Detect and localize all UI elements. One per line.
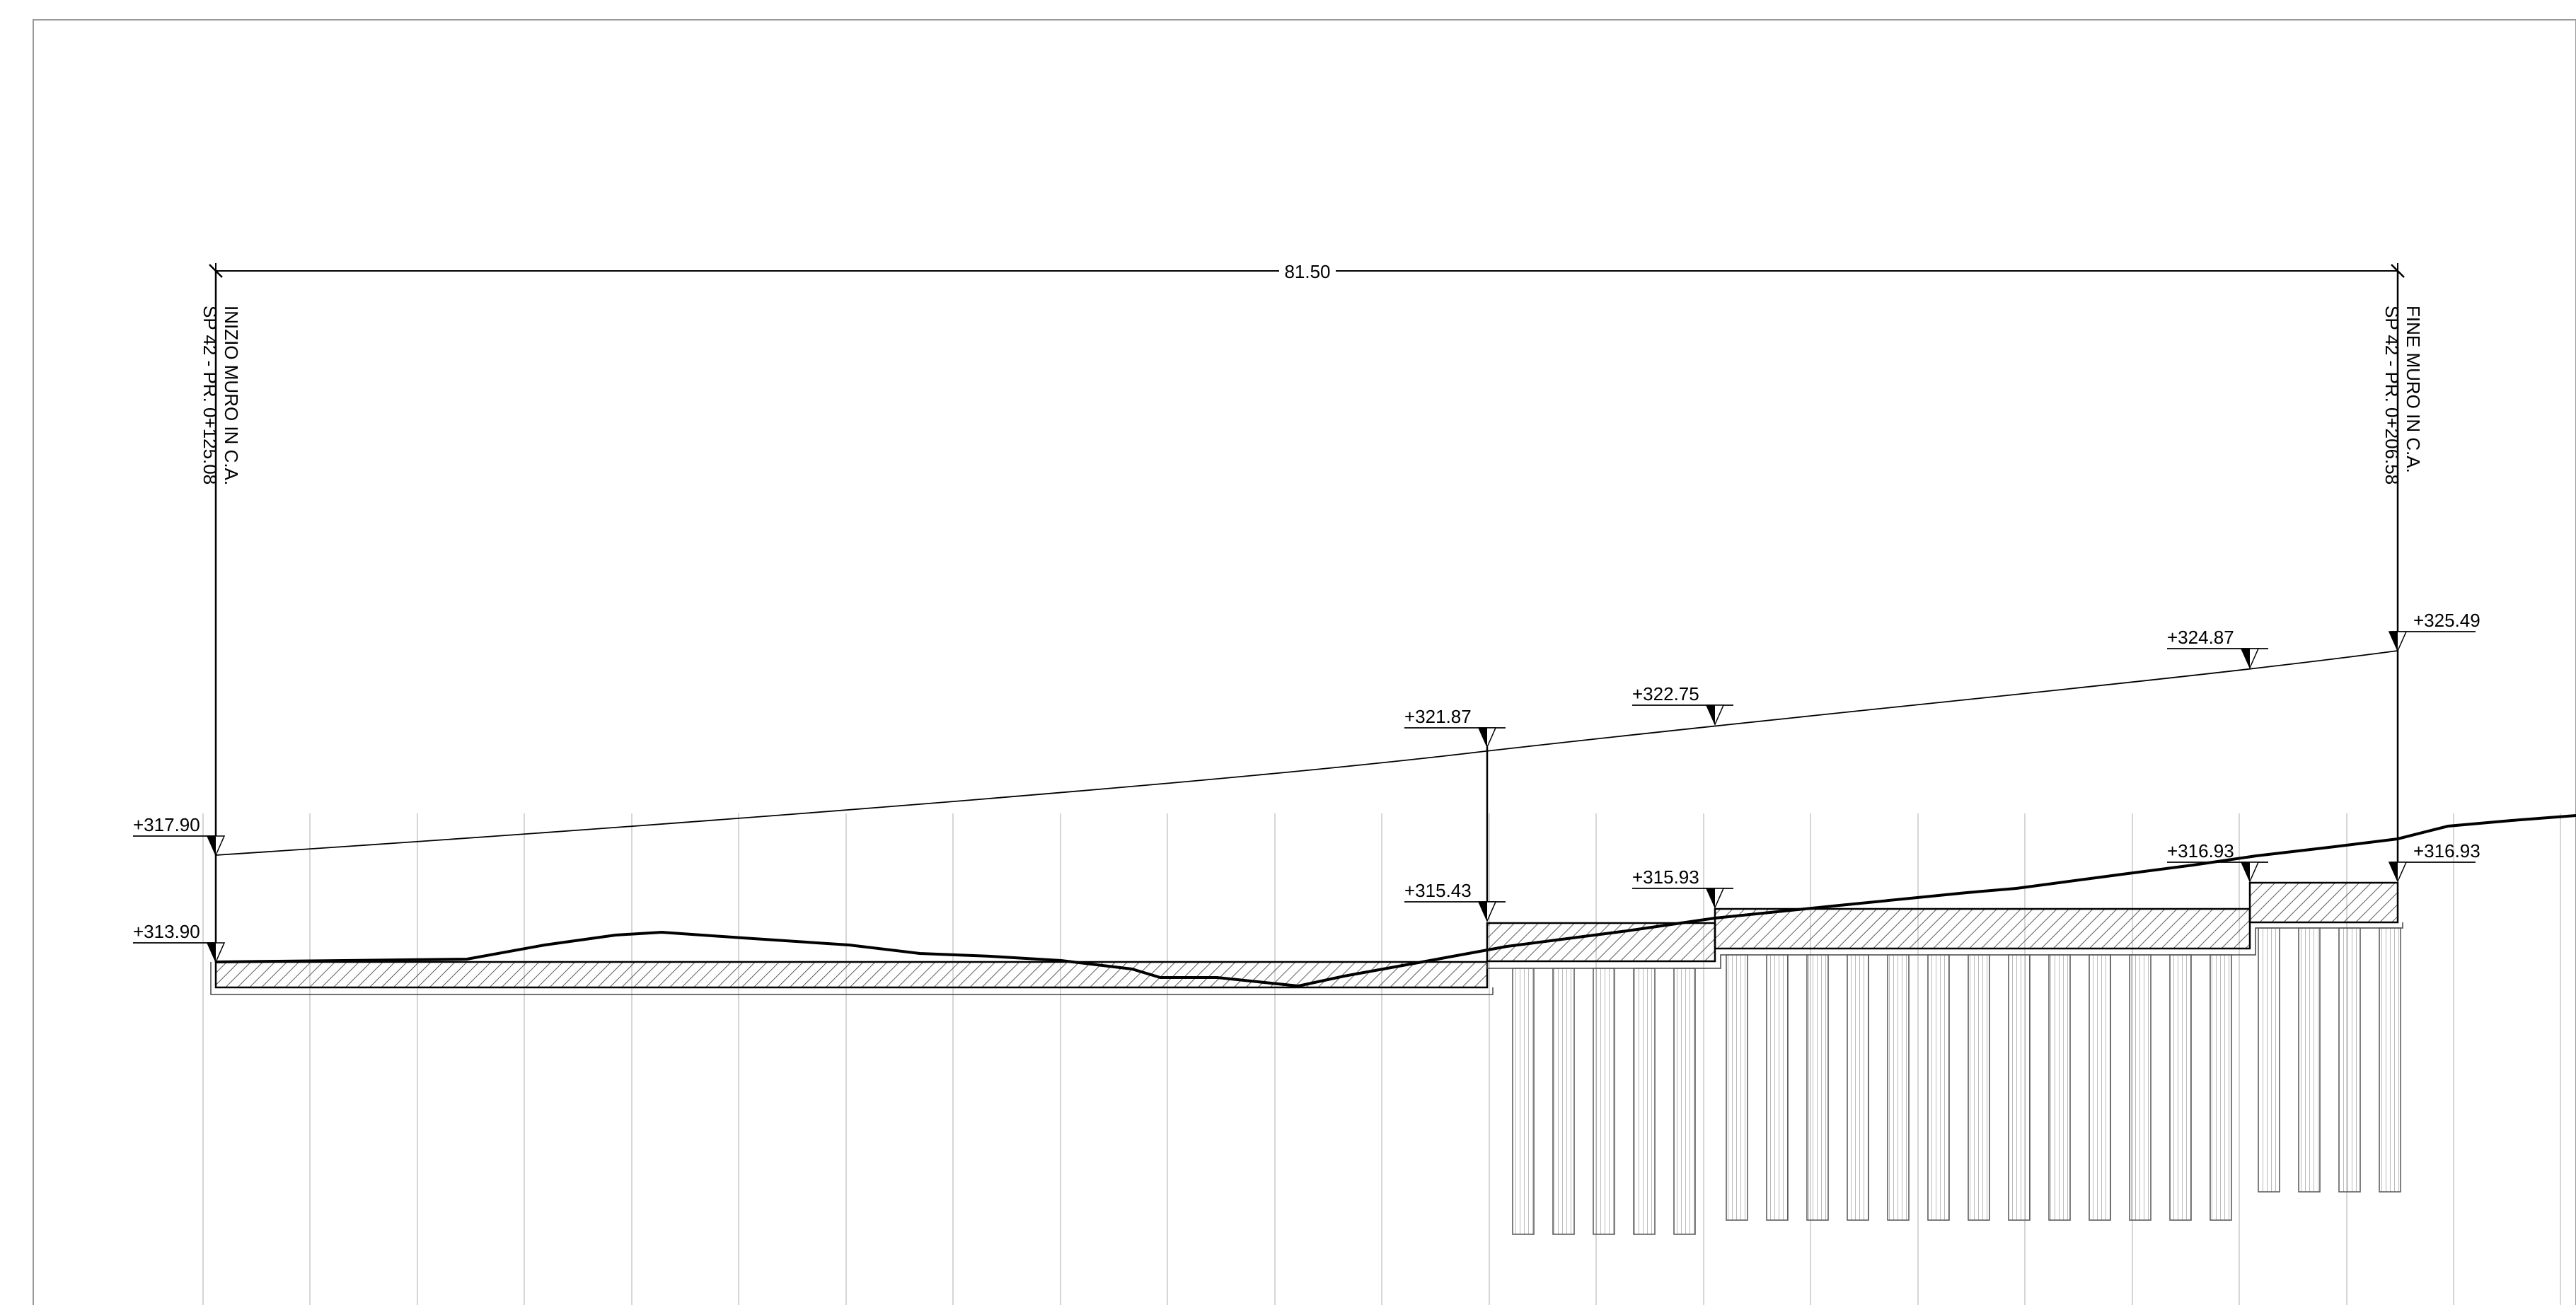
pile — [1673, 968, 1696, 1235]
elevation-label: +324.87 — [2167, 627, 2234, 648]
elevation-label: +325.49 — [2413, 610, 2480, 631]
end-wall-label-line2: SP 42 - PR. 0+206.58 — [2381, 306, 2403, 485]
foundation-slab-2 — [1486, 922, 1716, 963]
foundation-slab-1 — [214, 961, 1489, 989]
elevation-label: +321.87 — [1404, 706, 1472, 727]
foundation-piles — [1512, 927, 2401, 1235]
pile — [2008, 954, 2031, 1221]
pile — [1633, 968, 1656, 1235]
pile — [2210, 954, 2232, 1221]
elevation-marker-top-c: +324.87 — [2167, 627, 2268, 669]
elevation-marker-base-b: +315.93 — [1632, 866, 1733, 909]
overall-dimension: 81.50 — [209, 260, 2405, 282]
pile — [1552, 968, 1575, 1235]
end-wall-label: FINE MURO IN C.A. SP 42 - PR. 0+206.58 — [2381, 306, 2424, 485]
elevation-marker-base-c: +316.93 — [2167, 840, 2268, 883]
elevation-label: +313.90 — [133, 921, 200, 942]
pile — [1968, 954, 1990, 1221]
end-wall-label-line1: FINE MURO IN C.A. — [2403, 306, 2424, 473]
elevation-label: +322.75 — [1632, 683, 1699, 704]
pile — [2048, 954, 2071, 1221]
elevation-marker-base-a: +315.43 — [1404, 880, 1506, 922]
elevation-label: +316.93 — [2167, 840, 2234, 862]
pile — [1593, 968, 1615, 1235]
pile — [2379, 927, 2401, 1193]
elevation-marker-top-a: +321.87 — [1404, 706, 1506, 748]
sheet-frame — [33, 19, 2576, 1305]
start-wall-label: INIZIO MURO IN C.A. SP 42 - PR. 0+125.08 — [200, 306, 242, 485]
elevation-marker-top-b: +322.75 — [1632, 683, 1733, 726]
elevation-label: +315.43 — [1404, 880, 1472, 901]
pile — [1847, 954, 1869, 1221]
natural-ground-line — [215, 814, 2576, 988]
overall-dimension-label: 81.50 — [1284, 261, 1330, 282]
wall-top-profile-line — [215, 650, 2398, 856]
start-wall-label-line2: SP 42 - PR. 0+125.08 — [200, 306, 221, 485]
pile — [1512, 968, 1535, 1235]
elevation-label: +317.90 — [133, 814, 200, 835]
foundation-slab-3 — [1714, 907, 2251, 950]
elevation-label: +316.93 — [2413, 840, 2480, 862]
pile — [1927, 954, 1950, 1221]
pile — [2338, 927, 2361, 1193]
pile — [1766, 954, 1789, 1221]
elevation-marker-top-end: +325.49 — [2388, 610, 2480, 652]
pile — [2169, 954, 2192, 1221]
foundation-slab-4 — [2248, 881, 2399, 924]
elevation-marker-top-start: +317.90 — [133, 814, 226, 857]
slab-1-lean-outline — [210, 962, 1494, 995]
pile — [1887, 954, 1910, 1221]
pile — [2089, 954, 2111, 1221]
elevation-marker-base-end: +316.93 — [2388, 840, 2480, 883]
pile — [1726, 954, 1748, 1221]
pile — [2258, 927, 2280, 1193]
start-wall-label-line1: INIZIO MURO IN C.A. — [221, 306, 242, 485]
elevation-marker-base-start: +313.90 — [133, 921, 226, 963]
elevation-label: +315.93 — [1632, 866, 1699, 888]
pile — [1806, 954, 1829, 1221]
pile — [2298, 927, 2321, 1193]
pile — [2129, 954, 2152, 1221]
vertical-grid-lines — [202, 813, 2561, 1305]
